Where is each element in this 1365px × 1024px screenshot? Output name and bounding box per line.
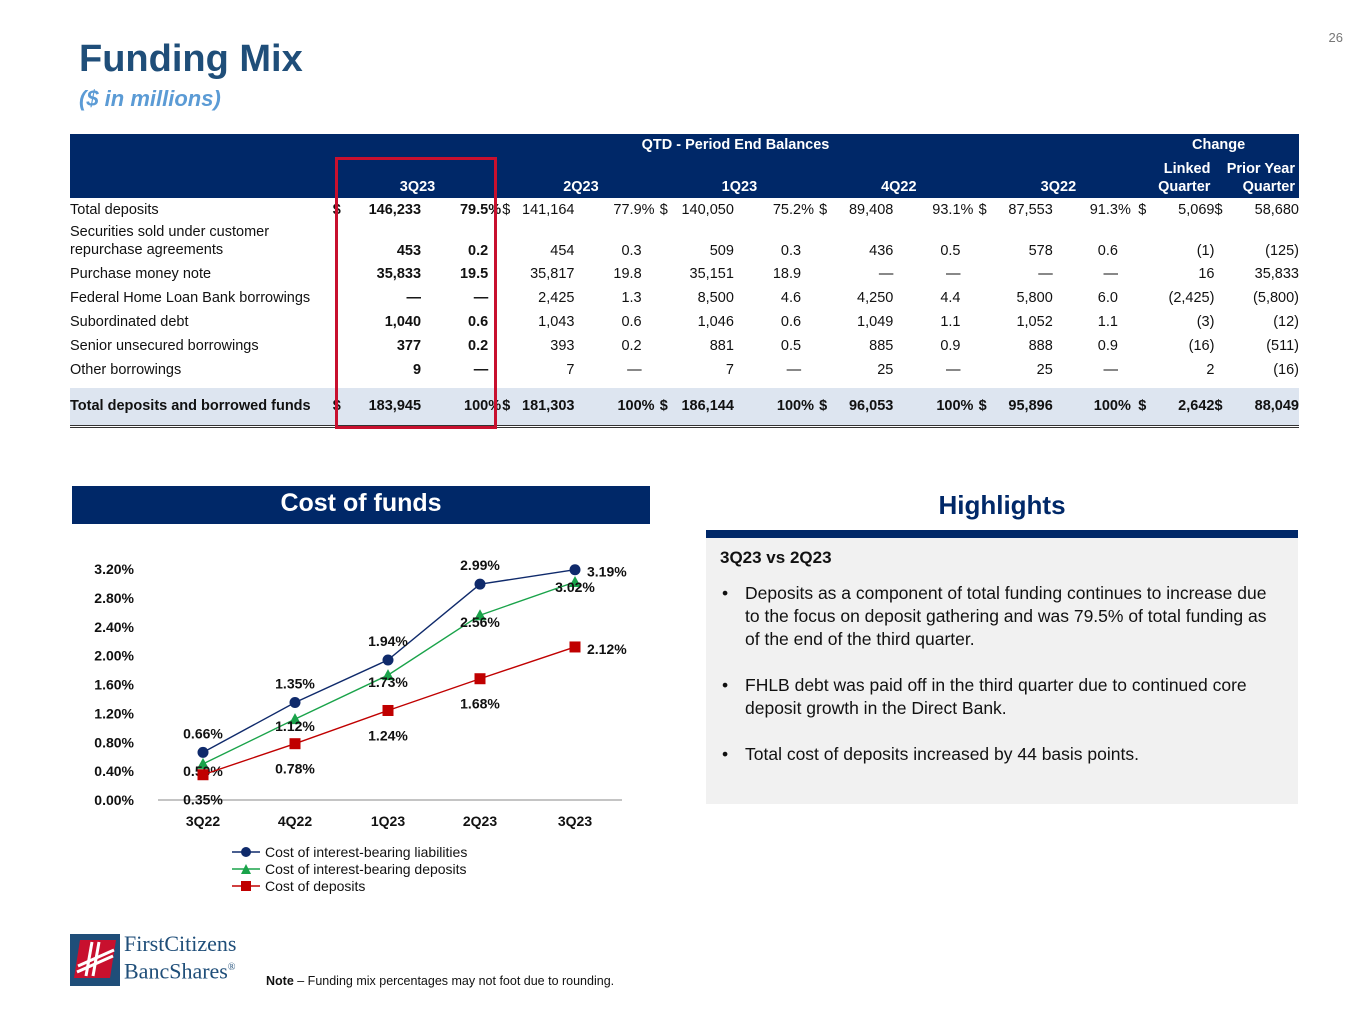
- legend-marker-square: [241, 881, 251, 891]
- data-point-square: [569, 641, 581, 653]
- data-point-triangle: [197, 757, 209, 769]
- data-point-circle: [474, 578, 486, 590]
- page-subtitle: ($ in millions): [79, 86, 221, 111]
- legend-label: Cost of deposits: [265, 878, 365, 894]
- bullet-icon: •: [722, 675, 729, 695]
- y-tick-label: 0.80%: [94, 734, 134, 750]
- footnote: Note – Funding mix percentages may not f…: [266, 974, 615, 988]
- data-label: 1.35%: [275, 676, 315, 692]
- data-label: 2.99%: [460, 557, 500, 573]
- y-tick-label: 2.80%: [94, 590, 134, 606]
- data-label: 1.68%: [460, 696, 500, 712]
- x-tick-label: 3Q23: [558, 813, 592, 829]
- bullet-icon: •: [722, 744, 729, 764]
- change-group-header: Change: [1138, 134, 1299, 156]
- table-row: Subordinated debt 1,040 0.6 1,043 0.6 1,04…: [70, 314, 1299, 330]
- y-tick-label: 1.20%: [94, 705, 134, 721]
- highlights-list: • Deposits as a component of total fundin…: [720, 582, 1282, 766]
- x-tick-label: 4Q22: [278, 813, 312, 829]
- col-header-3q22: 3Q22: [978, 156, 1139, 198]
- y-tick-label: 2.00%: [94, 648, 134, 664]
- table-group-header-row: QTD - Period End Balances Change: [70, 134, 1299, 156]
- cost-of-funds-chart: 0.00% 0.40% 0.80% 1.20% 1.60% 2.00% 2.40% 2.80%…: [94, 557, 627, 894]
- x-tick-label: 3Q22: [186, 813, 220, 829]
- flag-logo-icon: [70, 934, 120, 986]
- data-point-triangle: [474, 609, 486, 621]
- y-tick-label: 1.60%: [94, 677, 134, 693]
- y-tick-label: 2.40%: [94, 619, 134, 635]
- x-tick-label: 2Q23: [463, 813, 497, 829]
- table-row: Securities sold under customer repurchas…: [70, 224, 1299, 259]
- first-citizens-logo: FirstCitizens BancShares®: [70, 932, 260, 988]
- data-label: 2.56%: [460, 614, 500, 630]
- x-tick-label: 1Q23: [371, 813, 405, 829]
- highlights-rule: [706, 530, 1298, 538]
- table-column-header-row: 3Q23 2Q23 1Q23 4Q22 3Q22 Linked Quarter P…: [70, 156, 1299, 198]
- highlights-panel: 3Q23 vs 2Q23 • Deposits as a component of…: [706, 538, 1298, 804]
- bullet-icon: •: [722, 583, 729, 603]
- data-label: 1.73%: [368, 674, 408, 690]
- data-point-triangle: [382, 669, 394, 681]
- logo-wordmark: FirstCitizens BancShares®: [124, 931, 237, 984]
- data-label: 1.94%: [368, 633, 408, 649]
- data-label: 3.02%: [555, 579, 595, 595]
- table-row: Purchase money note 35,833 19.5 35,817 19.…: [70, 266, 1299, 282]
- highlight-bullet: • Total cost of deposits increased by 44 …: [722, 744, 1139, 764]
- data-point-square: [382, 704, 394, 716]
- qtd-group-header: QTD - Period End Balances: [332, 134, 1139, 156]
- funding-table-container: QTD - Period End Balances Change 3Q23 2Q…: [70, 134, 1299, 428]
- y-tick-label: 3.20%: [94, 561, 134, 577]
- y-tick-label: 0.40%: [94, 763, 134, 779]
- legend-label: Cost of interest-bearing deposits: [265, 861, 467, 877]
- legend-marker-triangle: [241, 864, 251, 874]
- data-point-square: [289, 738, 301, 750]
- highlight-bullet: • Deposits as a component of total fundin…: [722, 583, 1267, 649]
- page-title: Funding Mix: [79, 38, 303, 80]
- data-label: 0.66%: [183, 725, 223, 741]
- data-label: 3.19%: [587, 564, 627, 580]
- table-row: Federal Home Loan Bank borrowings — — 2,4…: [70, 290, 1299, 306]
- data-point-square: [197, 769, 209, 781]
- highlight-bullet: • FHLB debt was paid off in the third qua…: [722, 675, 1247, 718]
- data-point-triangle: [569, 575, 581, 587]
- data-label: 2.12%: [587, 641, 627, 657]
- highlights-title: Highlights: [938, 490, 1066, 520]
- col-header-4q22: 4Q22: [819, 156, 979, 198]
- data-point-circle: [197, 746, 209, 758]
- funding-mix-table: QTD - Period End Balances Change 3Q23 2Q…: [70, 134, 1299, 428]
- data-label: 1.24%: [368, 727, 408, 743]
- col-header-1q23: 1Q23: [659, 156, 820, 198]
- highlights-subtitle: 3Q23 vs 2Q23: [720, 548, 832, 567]
- legend-label: Cost of interest-bearing liabilities: [265, 844, 467, 860]
- data-point-triangle: [289, 713, 301, 725]
- cost-of-funds-header: Cost of funds: [72, 486, 650, 524]
- data-label: 1.12%: [275, 718, 315, 734]
- table-row: Senior unsecured borrowings 377 0.2 393 0.…: [70, 338, 1299, 354]
- col-header-prior-year-quarter: Prior Year Quarter: [1214, 156, 1299, 198]
- data-point-square: [474, 673, 486, 685]
- data-label: 0.35%: [183, 792, 223, 808]
- col-header-3q23: 3Q23: [332, 156, 503, 198]
- col-header-2q23: 2Q23: [502, 156, 660, 198]
- data-point-circle: [382, 654, 394, 666]
- data-point-circle: [289, 697, 301, 709]
- table-row: Other borrowings 9— 7— 7— 25— 25— 2 (16): [70, 362, 1299, 378]
- data-label: 0.78%: [275, 761, 315, 777]
- table-total-row: Total deposits and borrowed funds $183,9…: [70, 388, 1299, 428]
- y-tick-label: 0.00%: [94, 792, 134, 808]
- table-row: Total deposits $146,233 79.5% $141,164 77.…: [70, 202, 1299, 218]
- data-point-circle: [569, 564, 581, 576]
- page-number: 26: [1328, 30, 1343, 45]
- legend-marker-circle: [241, 847, 251, 857]
- col-header-linked-quarter: Linked Quarter: [1138, 156, 1215, 198]
